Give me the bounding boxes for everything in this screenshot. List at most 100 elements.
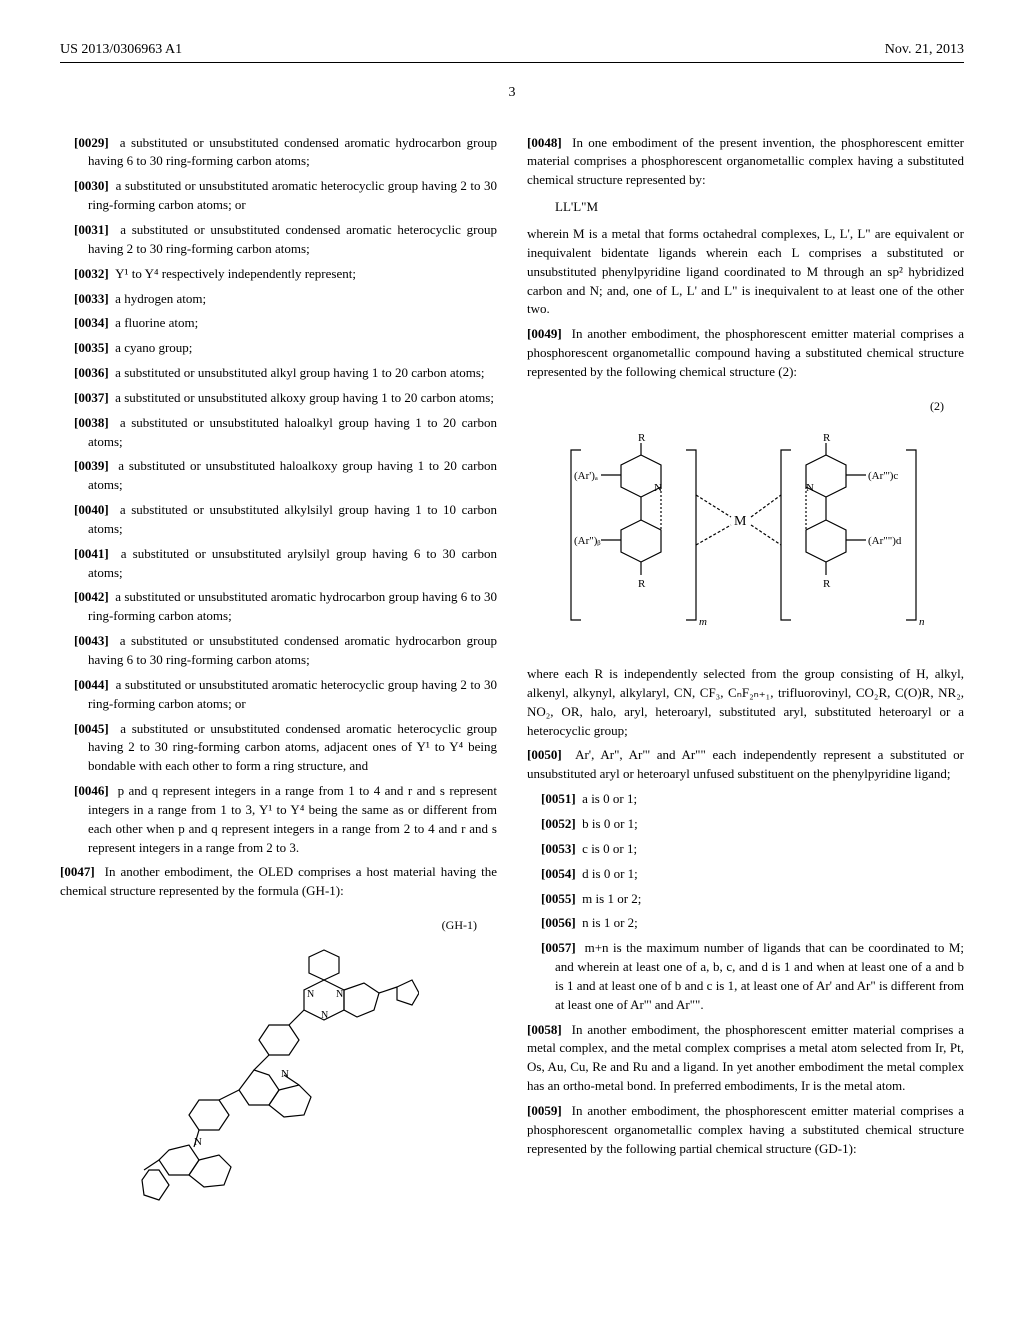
para-num: [0029] bbox=[74, 135, 109, 150]
para-0040: [0040] a substituted or unsubstituted al… bbox=[60, 501, 497, 539]
para-num: [0050] bbox=[527, 747, 562, 762]
two-column-layout: [0029] a substituted or unsubstituted co… bbox=[60, 134, 964, 1235]
para-text: a hydrogen atom; bbox=[115, 291, 206, 306]
para-0042: [0042] a substituted or unsubstituted ar… bbox=[60, 588, 497, 626]
para-0056: [0056] n is 1 or 2; bbox=[527, 914, 964, 933]
para-num: [0053] bbox=[541, 841, 576, 856]
label-Ar-d: (Ar"")d bbox=[868, 535, 902, 547]
label-Ar-a: (Ar')ₐ bbox=[574, 470, 598, 482]
formula-label-gh1: (GH-1) bbox=[60, 917, 497, 934]
para-text: a substituted or unsubstituted aromatic … bbox=[88, 677, 497, 711]
para-0038: [0038] a substituted or unsubstituted ha… bbox=[60, 414, 497, 452]
para-0049b: where each R is independently selected f… bbox=[527, 665, 964, 740]
patent-number: US 2013/0306963 A1 bbox=[60, 40, 182, 60]
para-text: In another embodiment, the phosphorescen… bbox=[527, 1103, 964, 1156]
svg-text:R: R bbox=[823, 432, 831, 444]
para-num: [0042] bbox=[74, 589, 109, 604]
para-0035: [0035] a cyano group; bbox=[60, 339, 497, 358]
label-M: M bbox=[734, 514, 747, 529]
label-m: m bbox=[699, 616, 707, 628]
para-num: [0056] bbox=[541, 915, 576, 930]
para-text: a cyano group; bbox=[115, 340, 192, 355]
para-text: a substituted or unsubstituted haloalkox… bbox=[88, 458, 497, 492]
svg-text:N: N bbox=[806, 482, 814, 494]
para-text: a substituted or unsubstituted aromatic … bbox=[88, 589, 497, 623]
para-text: a substituted or unsubstituted alkylsily… bbox=[88, 502, 497, 536]
svg-text:N: N bbox=[336, 989, 343, 1000]
para-0057: [0057] m+n is the maximum number of liga… bbox=[527, 939, 964, 1014]
para-0034: [0034] a fluorine atom; bbox=[60, 314, 497, 333]
para-num: [0049] bbox=[527, 326, 562, 341]
para-0041: [0041] a substituted or unsubstituted ar… bbox=[60, 545, 497, 583]
para-0045: [0045] a substituted or unsubstituted co… bbox=[60, 720, 497, 777]
para-0032: [0032] Y¹ to Y⁴ respectively independent… bbox=[60, 265, 497, 284]
para-text: Y¹ to Y⁴ respectively independently repr… bbox=[115, 266, 356, 281]
para-text: a fluorine atom; bbox=[115, 315, 198, 330]
chemical-structure-2: N R (Ar')ₐ (Ar")ᵦ R m M bbox=[556, 425, 936, 655]
para-num: [0035] bbox=[74, 340, 109, 355]
para-num: [0054] bbox=[541, 866, 576, 881]
para-num: [0055] bbox=[541, 891, 576, 906]
para-num: [0059] bbox=[527, 1103, 562, 1118]
para-num: [0037] bbox=[74, 390, 109, 405]
para-0050: [0050] Ar', Ar", Ar"' and Ar"" each inde… bbox=[527, 746, 964, 784]
para-text: a is 0 or 1; bbox=[582, 791, 637, 806]
para-0052: [0052] b is 0 or 1; bbox=[527, 815, 964, 834]
para-num: [0057] bbox=[541, 940, 576, 955]
para-0031: [0031] a substituted or unsubstituted co… bbox=[60, 221, 497, 259]
para-0039: [0039] a substituted or unsubstituted ha… bbox=[60, 457, 497, 495]
para-text: d is 0 or 1; bbox=[582, 866, 638, 881]
svg-text:R: R bbox=[638, 578, 646, 590]
para-text: a substituted or unsubstituted arylsilyl… bbox=[88, 546, 497, 580]
para-text: In another embodiment, the phosphorescen… bbox=[527, 1022, 964, 1094]
label-R: R bbox=[638, 432, 646, 444]
para-text: a substituted or unsubstituted alkoxy gr… bbox=[115, 390, 494, 405]
svg-text:R: R bbox=[823, 578, 831, 590]
para-num: [0047] bbox=[60, 864, 95, 879]
para-text: a substituted or unsubstituted condensed… bbox=[88, 633, 497, 667]
para-text: a substituted or unsubstituted condensed… bbox=[88, 135, 497, 169]
para-0029: [0029] a substituted or unsubstituted co… bbox=[60, 134, 497, 172]
para-num: [0034] bbox=[74, 315, 109, 330]
para-0046: [0046] p and q represent integers in a r… bbox=[60, 782, 497, 857]
svg-text:N: N bbox=[307, 989, 314, 1000]
para-0030: [0030] a substituted or unsubstituted ar… bbox=[60, 177, 497, 215]
para-num: [0052] bbox=[541, 816, 576, 831]
para-0036: [0036] a substituted or unsubstituted al… bbox=[60, 364, 497, 383]
svg-text:N: N bbox=[321, 1010, 328, 1021]
para-0053: [0053] c is 0 or 1; bbox=[527, 840, 964, 859]
chemical-structure-gh1: N N N N bbox=[139, 945, 419, 1225]
para-0044: [0044] a substituted or unsubstituted ar… bbox=[60, 676, 497, 714]
para-num: [0038] bbox=[74, 415, 109, 430]
para-num: [0039] bbox=[74, 458, 109, 473]
para-text: In another embodiment, the phosphorescen… bbox=[527, 326, 964, 379]
label-Ar-b: (Ar")ᵦ bbox=[574, 535, 601, 547]
label-Ar-c: (Ar"')c bbox=[868, 470, 898, 482]
para-0058: [0058] In another embodiment, the phosph… bbox=[527, 1021, 964, 1096]
patent-date: Nov. 21, 2013 bbox=[885, 40, 964, 60]
para-text: a substituted or unsubstituted condensed… bbox=[88, 222, 497, 256]
para-num: [0051] bbox=[541, 791, 576, 806]
para-num: [0044] bbox=[74, 677, 109, 692]
para-0048: [0048] In one embodiment of the present … bbox=[527, 134, 964, 191]
label-n: n bbox=[919, 616, 925, 628]
para-num: [0032] bbox=[74, 266, 109, 281]
para-0055: [0055] m is 1 or 2; bbox=[527, 890, 964, 909]
para-text: In another embodiment, the OLED comprise… bbox=[60, 864, 497, 898]
para-num: [0045] bbox=[74, 721, 109, 736]
para-num: [0030] bbox=[74, 178, 109, 193]
para-0049: [0049] In another embodiment, the phosph… bbox=[527, 325, 964, 382]
para-text: m+n is the maximum number of ligands tha… bbox=[555, 940, 964, 1012]
para-text: a substituted or unsubstituted aromatic … bbox=[88, 178, 497, 212]
para-num: [0031] bbox=[74, 222, 109, 237]
para-text: a substituted or unsubstituted alkyl gro… bbox=[115, 365, 484, 380]
para-num: [0033] bbox=[74, 291, 109, 306]
para-text: p and q represent integers in a range fr… bbox=[88, 783, 497, 855]
para-0047: [0047] In another embodiment, the OLED c… bbox=[60, 863, 497, 901]
para-text: a substituted or unsubstituted haloalkyl… bbox=[88, 415, 497, 449]
para-text: m is 1 or 2; bbox=[582, 891, 641, 906]
para-0033: [0033] a hydrogen atom; bbox=[60, 290, 497, 309]
para-num: [0041] bbox=[74, 546, 109, 561]
para-text: a substituted or unsubstituted condensed… bbox=[88, 721, 497, 774]
formula-llm: LL'L"M bbox=[527, 198, 964, 217]
